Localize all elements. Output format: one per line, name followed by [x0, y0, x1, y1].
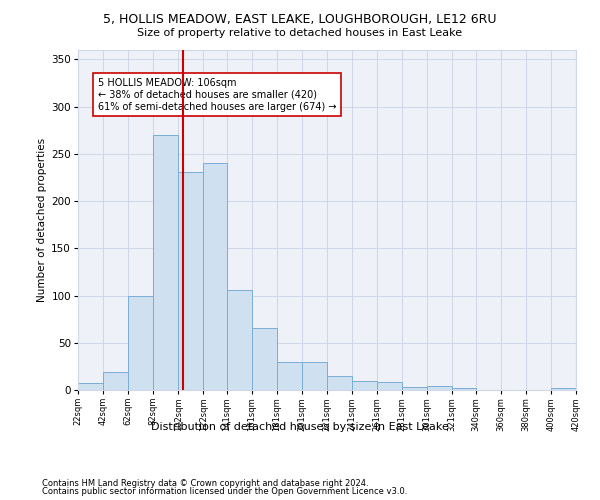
Text: 5 HOLLIS MEADOW: 106sqm
← 38% of detached houses are smaller (420)
61% of semi-d: 5 HOLLIS MEADOW: 106sqm ← 38% of detache… [98, 78, 337, 112]
Text: Contains public sector information licensed under the Open Government Licence v3: Contains public sector information licen… [42, 487, 407, 496]
Y-axis label: Number of detached properties: Number of detached properties [37, 138, 47, 302]
Bar [128, 296, 153, 390]
Bar [78, 384, 103, 390]
Bar [302, 362, 327, 390]
Bar [153, 135, 178, 390]
Bar [551, 388, 576, 390]
Bar [103, 372, 128, 390]
Bar [327, 376, 352, 390]
Bar [277, 362, 302, 390]
Text: Distribution of detached houses by size in East Leake: Distribution of detached houses by size … [151, 422, 449, 432]
Bar [252, 328, 277, 390]
Text: 5, HOLLIS MEADOW, EAST LEAKE, LOUGHBOROUGH, LE12 6RU: 5, HOLLIS MEADOW, EAST LEAKE, LOUGHBOROU… [103, 12, 497, 26]
Bar [427, 386, 452, 390]
Bar [178, 172, 203, 390]
Bar [352, 380, 377, 390]
Bar [402, 387, 427, 390]
Text: Size of property relative to detached houses in East Leake: Size of property relative to detached ho… [137, 28, 463, 38]
Bar [227, 290, 252, 390]
Bar [203, 164, 227, 390]
Bar [377, 382, 402, 390]
Bar [452, 388, 476, 390]
Text: Contains HM Land Registry data © Crown copyright and database right 2024.: Contains HM Land Registry data © Crown c… [42, 478, 368, 488]
